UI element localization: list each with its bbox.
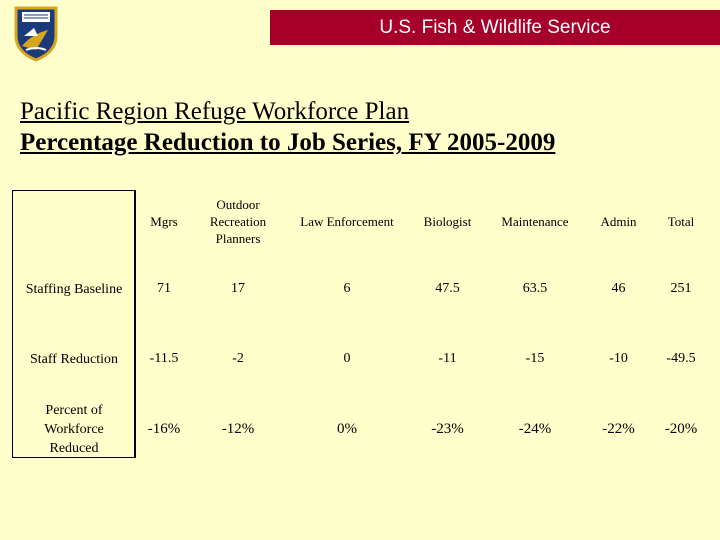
workforce-table: Mgrs Outdoor Recreation Planners Law Enf… [12, 188, 710, 464]
table-cell: -24% [518, 420, 552, 437]
table-cell: 0 [343, 351, 351, 366]
table-cell: -16% [147, 420, 181, 437]
table-cell: -11 [438, 351, 457, 366]
usfws-shield-logo-icon [12, 6, 60, 62]
table-row: Staffing Baseline 71 17 6 47.5 63.5 46 2… [12, 254, 710, 324]
table-cell: -12% [221, 420, 255, 437]
table-cell: -11.5 [149, 351, 179, 366]
column-header: Law Enforcement [300, 213, 394, 229]
column-header: Maintenance [501, 213, 569, 229]
table-cell: -23% [431, 420, 464, 437]
column-header: Admin [600, 213, 637, 229]
table-cell: 6 [343, 281, 351, 296]
title-line-2: Percentage Reduction to Job Series, FY 2… [20, 129, 556, 156]
table-cell: 251 [670, 281, 692, 296]
agency-name: U.S. Fish & Wildlife Service [379, 16, 611, 38]
table-cell: 71 [157, 281, 171, 296]
row-label-text: Percent of Workforce Reduced [44, 402, 104, 456]
title-line-1: Pacific Region Refuge Workforce Plan [20, 98, 410, 125]
agency-banner: U.S. Fish & Wildlife Service [270, 10, 720, 45]
table-cell: -10 [609, 351, 628, 366]
page-title: Pacific Region Refuge Workforce Plan Per… [20, 96, 555, 158]
table-cell: 17 [231, 281, 245, 296]
table-cell: -22% [602, 420, 635, 437]
row-label: Percent of Workforce Reduced [12, 394, 136, 464]
table-cell: -49.5 [666, 351, 696, 366]
row-label: Staffing Baseline [25, 281, 123, 297]
column-header: Outdoor Recreation Planners [209, 196, 267, 246]
table-row: Percent of Workforce Reduced -16% -12% 0… [12, 394, 710, 464]
table-header-row: Mgrs Outdoor Recreation Planners Law Enf… [12, 188, 710, 254]
table-cell: 46 [611, 281, 626, 296]
header-corner [12, 188, 136, 254]
table-cell: 47.5 [435, 281, 460, 296]
table-row: Staff Reduction -11.5 -2 0 -11 -15 -10 -… [12, 324, 710, 394]
row-label: Staff Reduction [29, 351, 118, 367]
column-header: Mgrs [150, 213, 178, 229]
table-cell: -20% [664, 420, 698, 437]
table-cell: -2 [232, 351, 244, 366]
column-header: Biologist [423, 213, 472, 229]
table-cell: 63.5 [522, 281, 548, 296]
table-cell: -15 [525, 351, 545, 366]
table-cell: 0% [337, 420, 357, 437]
column-header: Total [667, 213, 695, 229]
